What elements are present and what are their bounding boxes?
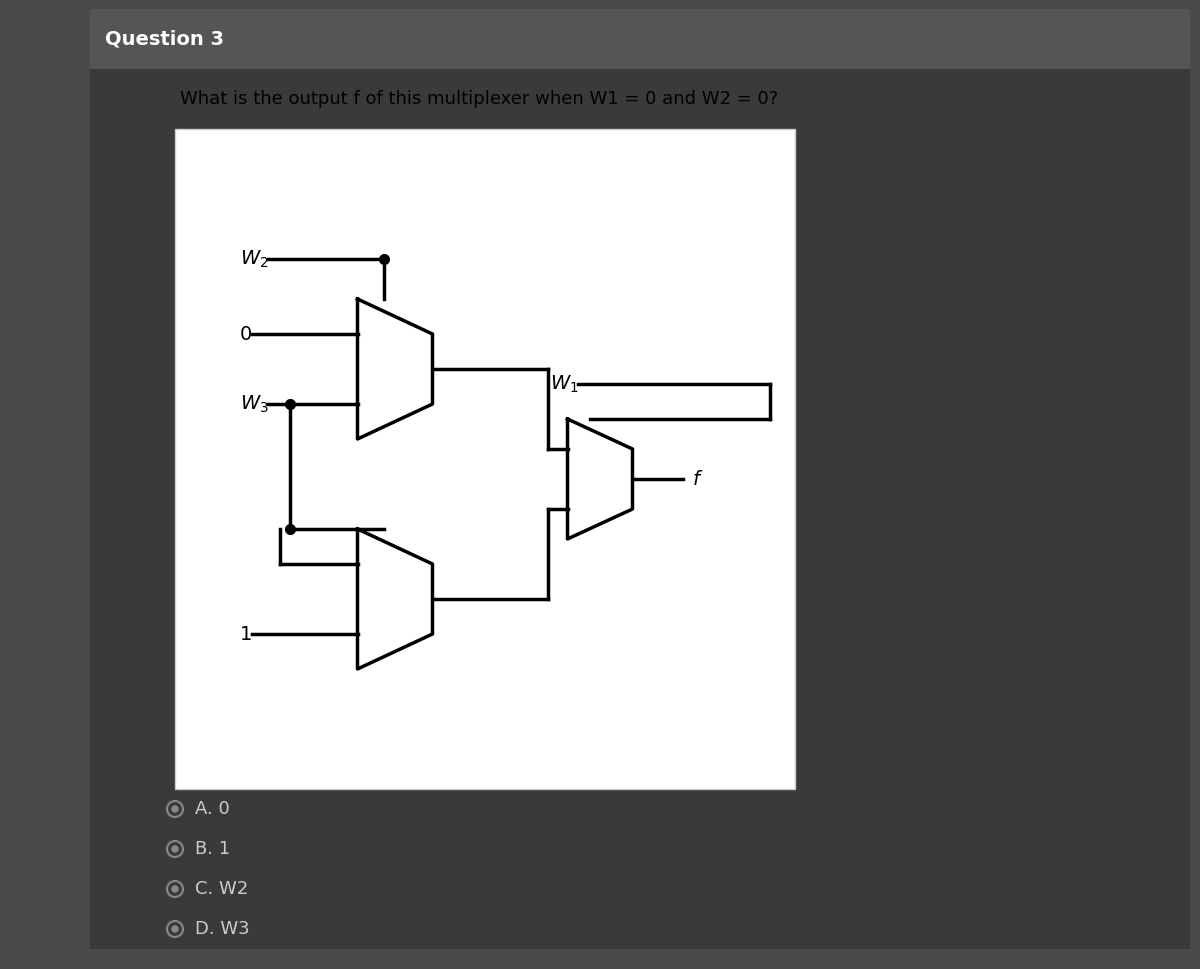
Bar bbox=[175, 129, 796, 789]
Text: 1: 1 bbox=[240, 624, 252, 643]
Circle shape bbox=[172, 806, 178, 812]
Text: B. 1: B. 1 bbox=[194, 840, 230, 858]
Circle shape bbox=[172, 926, 178, 932]
Circle shape bbox=[172, 886, 178, 892]
Text: 0: 0 bbox=[240, 325, 252, 343]
Text: $W_1$: $W_1$ bbox=[550, 373, 578, 394]
Text: $f$: $f$ bbox=[692, 470, 704, 488]
Text: $W_2$: $W_2$ bbox=[240, 248, 269, 269]
Text: C. W2: C. W2 bbox=[194, 880, 248, 898]
Text: Question 3: Question 3 bbox=[106, 29, 224, 48]
Bar bbox=[90, 9, 1190, 69]
Text: What is the output f of this multiplexer when W1 = 0 and W2 = 0?: What is the output f of this multiplexer… bbox=[180, 90, 779, 108]
Text: A. 0: A. 0 bbox=[194, 800, 229, 818]
Circle shape bbox=[172, 846, 178, 852]
Text: D. W3: D. W3 bbox=[194, 920, 250, 938]
Text: $W_3$: $W_3$ bbox=[240, 393, 269, 415]
